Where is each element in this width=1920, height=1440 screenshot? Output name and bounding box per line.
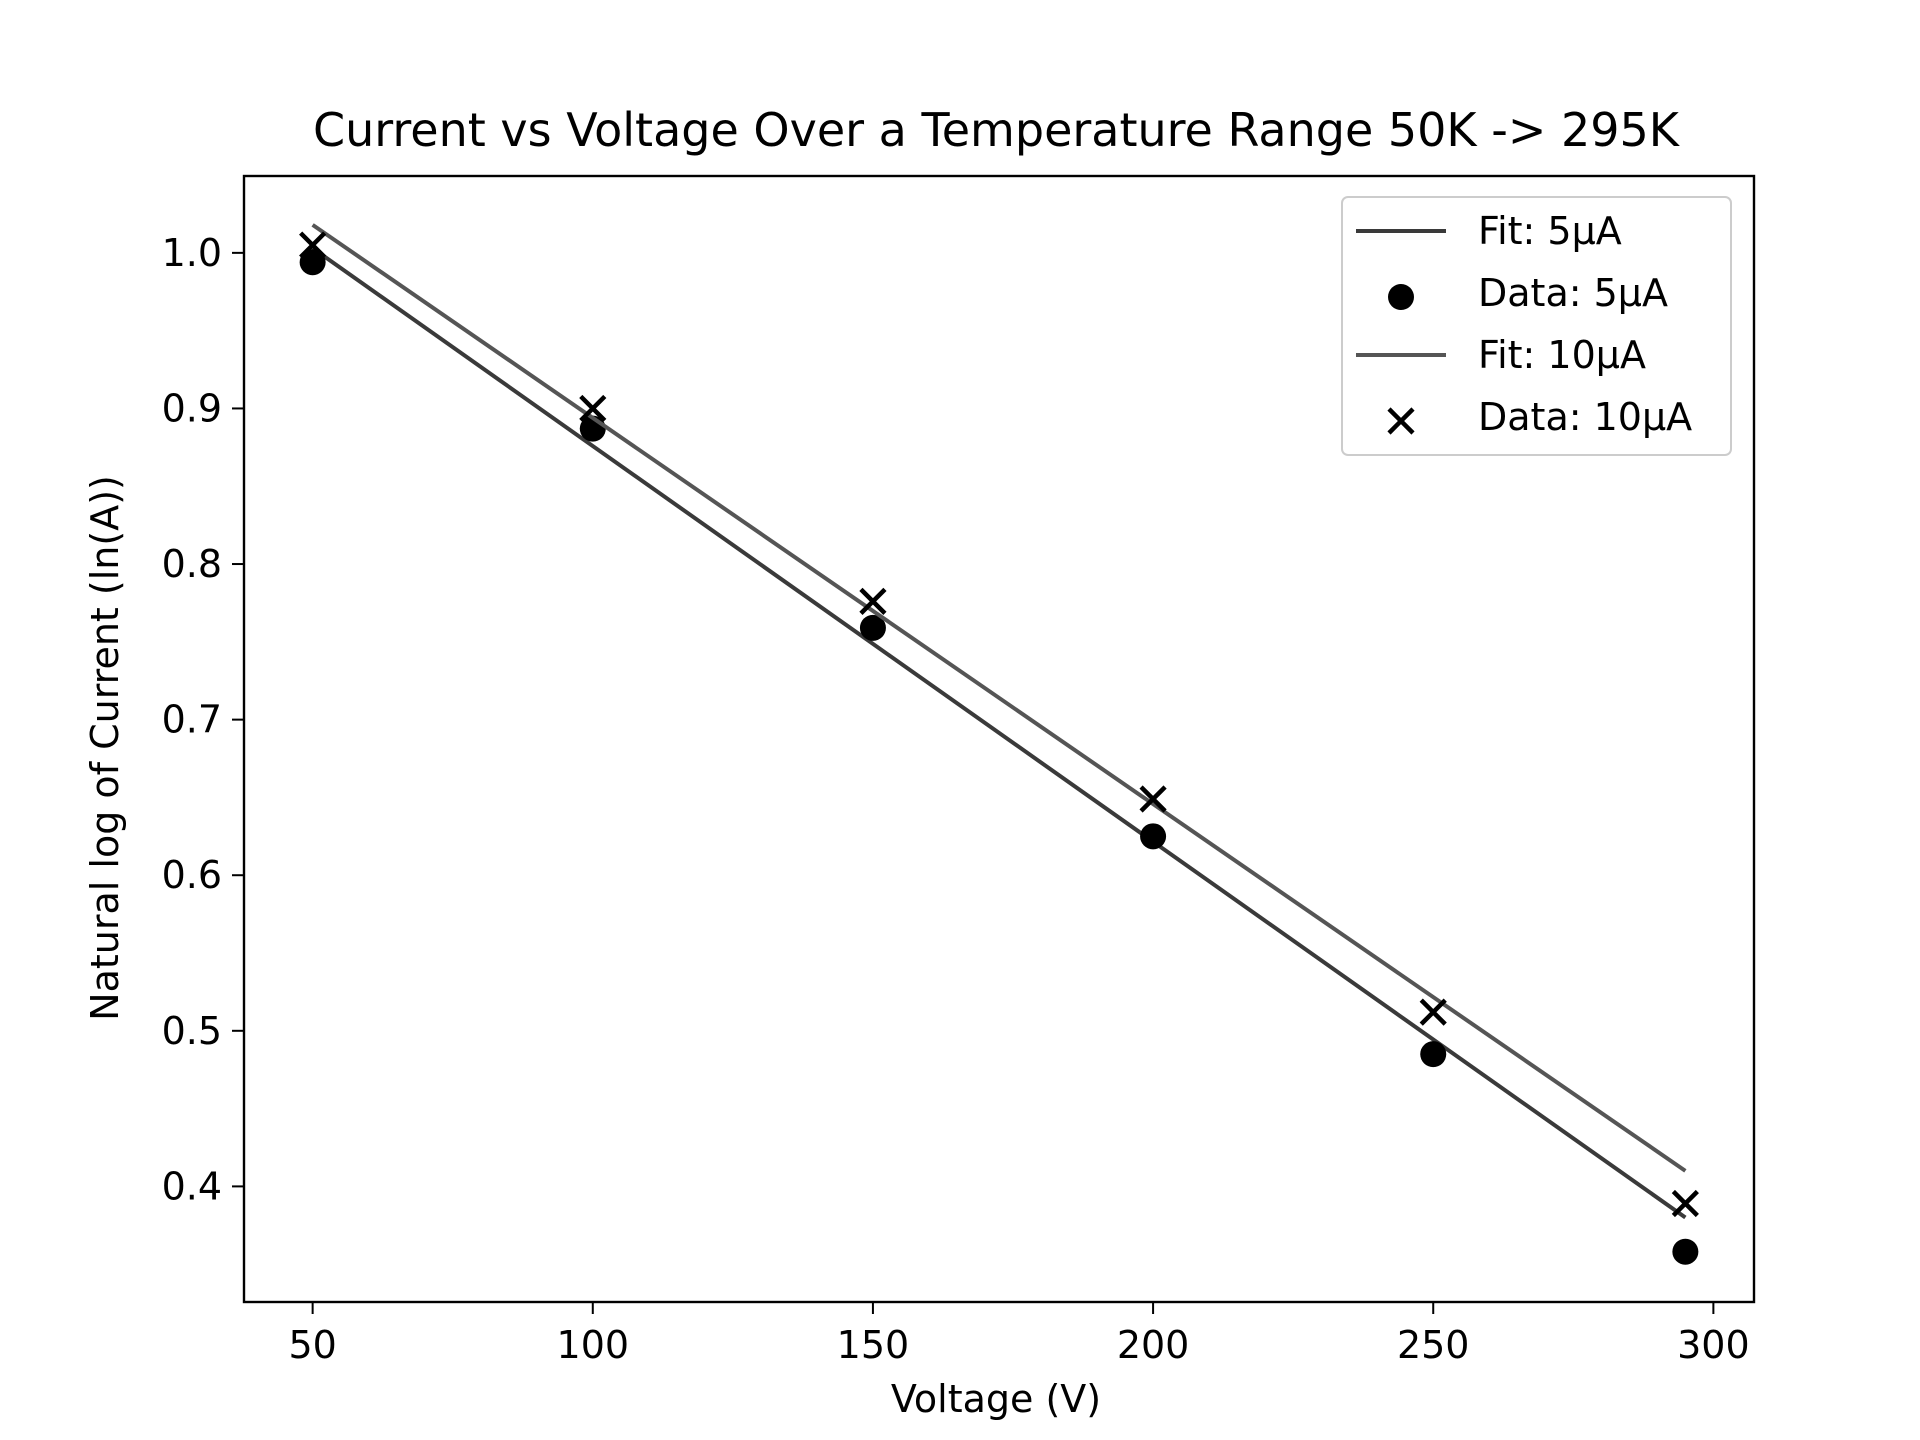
legend-swatch-circle [1388, 284, 1414, 310]
axes-frame [242, 174, 1756, 1304]
data-point-circle [859, 614, 886, 641]
y-tick-label: 0.4 [162, 1164, 222, 1208]
plot-area [242, 174, 1756, 1304]
y-axis: 0.4 0.5 0.6 0.7 0.8 0.9 1.0 [162, 231, 244, 1208]
series-line-2 [311, 223, 1687, 1173]
y-tick-label: 0.5 [162, 1009, 222, 1053]
data-point-x [1139, 785, 1167, 813]
y-tick-label: 0.6 [162, 853, 222, 897]
series-line-0 [311, 246, 1687, 1220]
y-axis-label: Natural log of Current (ln(A)) [83, 475, 127, 1021]
legend: Fit: 5μA Data: 5μA Fit: 10μA Data: 10μA [1341, 196, 1732, 456]
legend-label: Data: 5μA [1478, 271, 1668, 315]
x-axis-label: Voltage (V) [891, 1377, 1101, 1421]
chart-title: Current vs Voltage Over a Temperature Ra… [313, 103, 1681, 157]
data-point-x [859, 587, 887, 615]
x-tick-label: 250 [1397, 1323, 1470, 1367]
y-tick-label: 1.0 [162, 231, 222, 275]
legend-box [1341, 196, 1732, 456]
x-tick-label: 100 [557, 1323, 630, 1367]
data-point-x [1671, 1189, 1699, 1218]
data-point-x [299, 231, 327, 259]
data-point-circle [1420, 1041, 1447, 1068]
legend-label: Fit: 5μA [1478, 209, 1622, 253]
data-point-circle [1140, 823, 1167, 850]
data-point-circle [299, 249, 326, 276]
y-tick-label: 0.8 [162, 542, 222, 586]
x-tick-label: 300 [1677, 1323, 1750, 1367]
data-point-x [1419, 998, 1447, 1026]
x-tick-label: 50 [288, 1323, 336, 1367]
legend-label: Fit: 10μA [1478, 333, 1646, 377]
y-tick-label: 0.9 [162, 386, 222, 430]
data-point-circle [1672, 1238, 1699, 1265]
y-tick-label: 0.7 [162, 698, 222, 742]
x-tick-label: 150 [837, 1323, 910, 1367]
x-axis: 50 100 150 200 250 300 [288, 1302, 1750, 1367]
x-tick-label: 200 [1117, 1323, 1190, 1367]
legend-label: Data: 10μA [1478, 395, 1692, 439]
legend-swatch-x [1387, 407, 1415, 435]
data-point-x [579, 394, 607, 423]
